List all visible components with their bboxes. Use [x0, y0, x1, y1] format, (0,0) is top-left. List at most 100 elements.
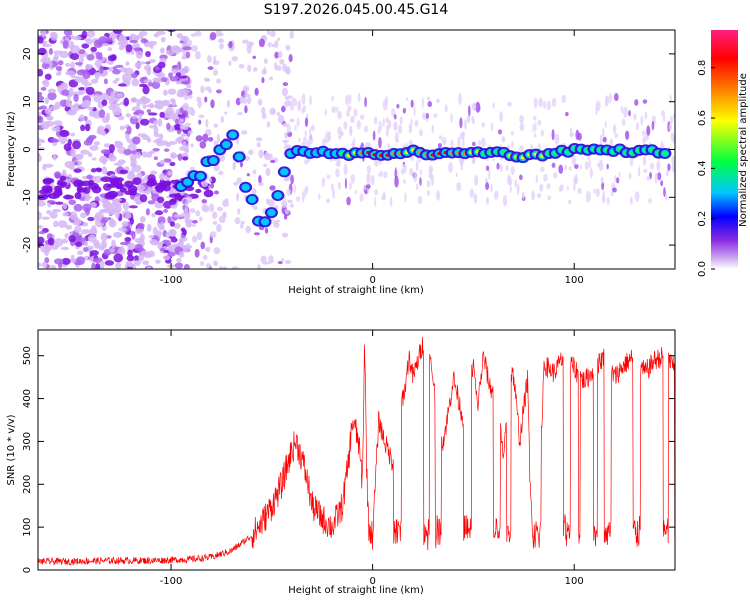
heatmap-noise-blob [257, 98, 263, 106]
heatmap-noise-blob [641, 130, 645, 136]
heatmap-noise-blob [277, 51, 283, 59]
heatmap-noise-blob [38, 106, 44, 111]
heatmap-noise-blob [152, 147, 160, 152]
heatmap-noise-blob [190, 143, 194, 148]
heatmap-noise-blob [154, 259, 161, 264]
heatmap-noise-blob [213, 164, 220, 172]
heatmap-noise-blob [207, 136, 214, 142]
heatmap-noise-blob [270, 159, 275, 164]
heatmap-noise-blob [218, 170, 224, 176]
colorbar: 0.0 0.2 0.4 0.6 0.8 Normalized spectral ampl… [697, 30, 749, 277]
heatmap-noise-blob [122, 201, 130, 211]
heatmap-noise-blob [160, 180, 168, 188]
heatmap-noise-blob [46, 115, 54, 121]
heatmap-noise-blob [426, 179, 431, 188]
heatmap-y-ticks: -20 -10 0 10 20 [22, 48, 675, 253]
heatmap-noise-blob [42, 56, 51, 64]
heatmap-ridge-cell [209, 156, 218, 165]
heatmap-noise-blob [80, 212, 87, 219]
heatmap-noise-blob [276, 112, 281, 116]
heatmap-noise-blob [474, 175, 479, 186]
heatmap-noise-blob [284, 259, 292, 265]
heatmap-noise-blob [163, 148, 170, 152]
heatmap-noise-blob [55, 65, 63, 71]
heatmap-noise-blob [38, 236, 45, 245]
heatmap-noise-blob [289, 101, 295, 112]
heatmap-noise-blob [210, 99, 215, 109]
heatmap-noise-blob [130, 158, 137, 166]
heatmap-noise-blob [156, 141, 165, 147]
heatmap-noise-blob [260, 106, 266, 115]
heatmap-noise-blob [269, 76, 274, 81]
heatmap-noise-blob [53, 258, 64, 265]
heatmap-noise-blob [282, 139, 289, 143]
heatmap-noise-blob [224, 111, 228, 115]
heatmap-noise-blob [136, 99, 141, 108]
heatmap-noise-blob [222, 266, 228, 269]
heatmap-noise-blob [42, 178, 52, 185]
heatmap-noise-blob [301, 93, 306, 106]
heatmap-noise-blob [76, 256, 86, 266]
heatmap-noise-blob [38, 36, 44, 44]
heatmap-noise-blob [492, 102, 495, 109]
heatmap-noise-blob [321, 138, 327, 146]
heatmap-noise-blob [160, 77, 168, 83]
heatmap-noise-blob [441, 136, 447, 146]
heatmap-noise-blob [213, 123, 219, 128]
heatmap-noise-blob [252, 169, 257, 175]
heatmap-noise-blob [642, 136, 646, 145]
heatmap-noise-blob [192, 235, 197, 243]
heatmap-noise-blob [542, 100, 546, 110]
snr-y-tick-label: 200 [22, 475, 33, 494]
heatmap-noise-blob [163, 158, 172, 163]
heatmap-noise-blob [394, 175, 399, 188]
heatmap-noise-blob [243, 93, 251, 98]
heatmap-noise-blob [212, 220, 218, 225]
heatmap-noise-blob [135, 227, 144, 235]
heatmap-noise-blob [551, 97, 557, 107]
heatmap-noise-blob [157, 196, 165, 204]
heatmap-noise-blob [199, 216, 203, 222]
heatmap-noise-blob [177, 153, 183, 161]
heatmap-noise-blob [660, 140, 664, 150]
heatmap-noise-blob [612, 124, 617, 135]
heatmap-noise-blob [353, 108, 358, 118]
heatmap-noise-blob [614, 174, 617, 183]
heatmap-noise-blob [331, 95, 335, 102]
heatmap-noise-blob [237, 208, 241, 215]
heatmap-noise-blob [281, 87, 288, 97]
heatmap-noise-blob [282, 82, 289, 87]
heatmap-noise-blob [236, 177, 242, 184]
heatmap-noise-blob [200, 85, 205, 94]
heatmap-noise-blob [108, 104, 116, 111]
heatmap-noise-blob [393, 114, 397, 120]
heatmap-noise-blob [38, 211, 43, 221]
heatmap-noise-blob [271, 43, 276, 48]
heatmap-noise-blob [567, 199, 572, 204]
heatmap-noise-blob [38, 189, 50, 195]
heatmap-noise-blob [147, 82, 154, 87]
heatmap-noise-blob [239, 161, 244, 168]
heatmap-noise-blob [165, 49, 175, 56]
heatmap-noise-blob [585, 190, 591, 203]
heatmap-noise-blob [421, 96, 424, 109]
heatmap-noise-blob [385, 117, 390, 124]
heatmap-noise-blob [148, 234, 155, 239]
heatmap-noise-blob [89, 202, 97, 208]
heatmap-noise-blob [101, 99, 108, 107]
heatmap-noise-blob [493, 190, 499, 200]
heatmap-noise-blob [456, 181, 462, 192]
heatmap-noise-blob [42, 78, 50, 88]
heatmap-noise-blob [146, 137, 152, 143]
heatmap-noise-blob [344, 177, 347, 189]
heatmap-noise-blob [44, 73, 52, 81]
heatmap-noise-blob [153, 100, 164, 104]
heatmap-noise-blob [537, 119, 542, 126]
heatmap-noise-blob [93, 94, 102, 103]
heatmap-noise-blob [485, 182, 490, 191]
heatmap-noise-blob [55, 72, 62, 76]
heatmap-noise-blob [382, 192, 386, 198]
heatmap-noise-blob [89, 250, 99, 256]
heatmap-noise-blob [94, 59, 102, 68]
heatmap-noise-blob [195, 135, 203, 142]
